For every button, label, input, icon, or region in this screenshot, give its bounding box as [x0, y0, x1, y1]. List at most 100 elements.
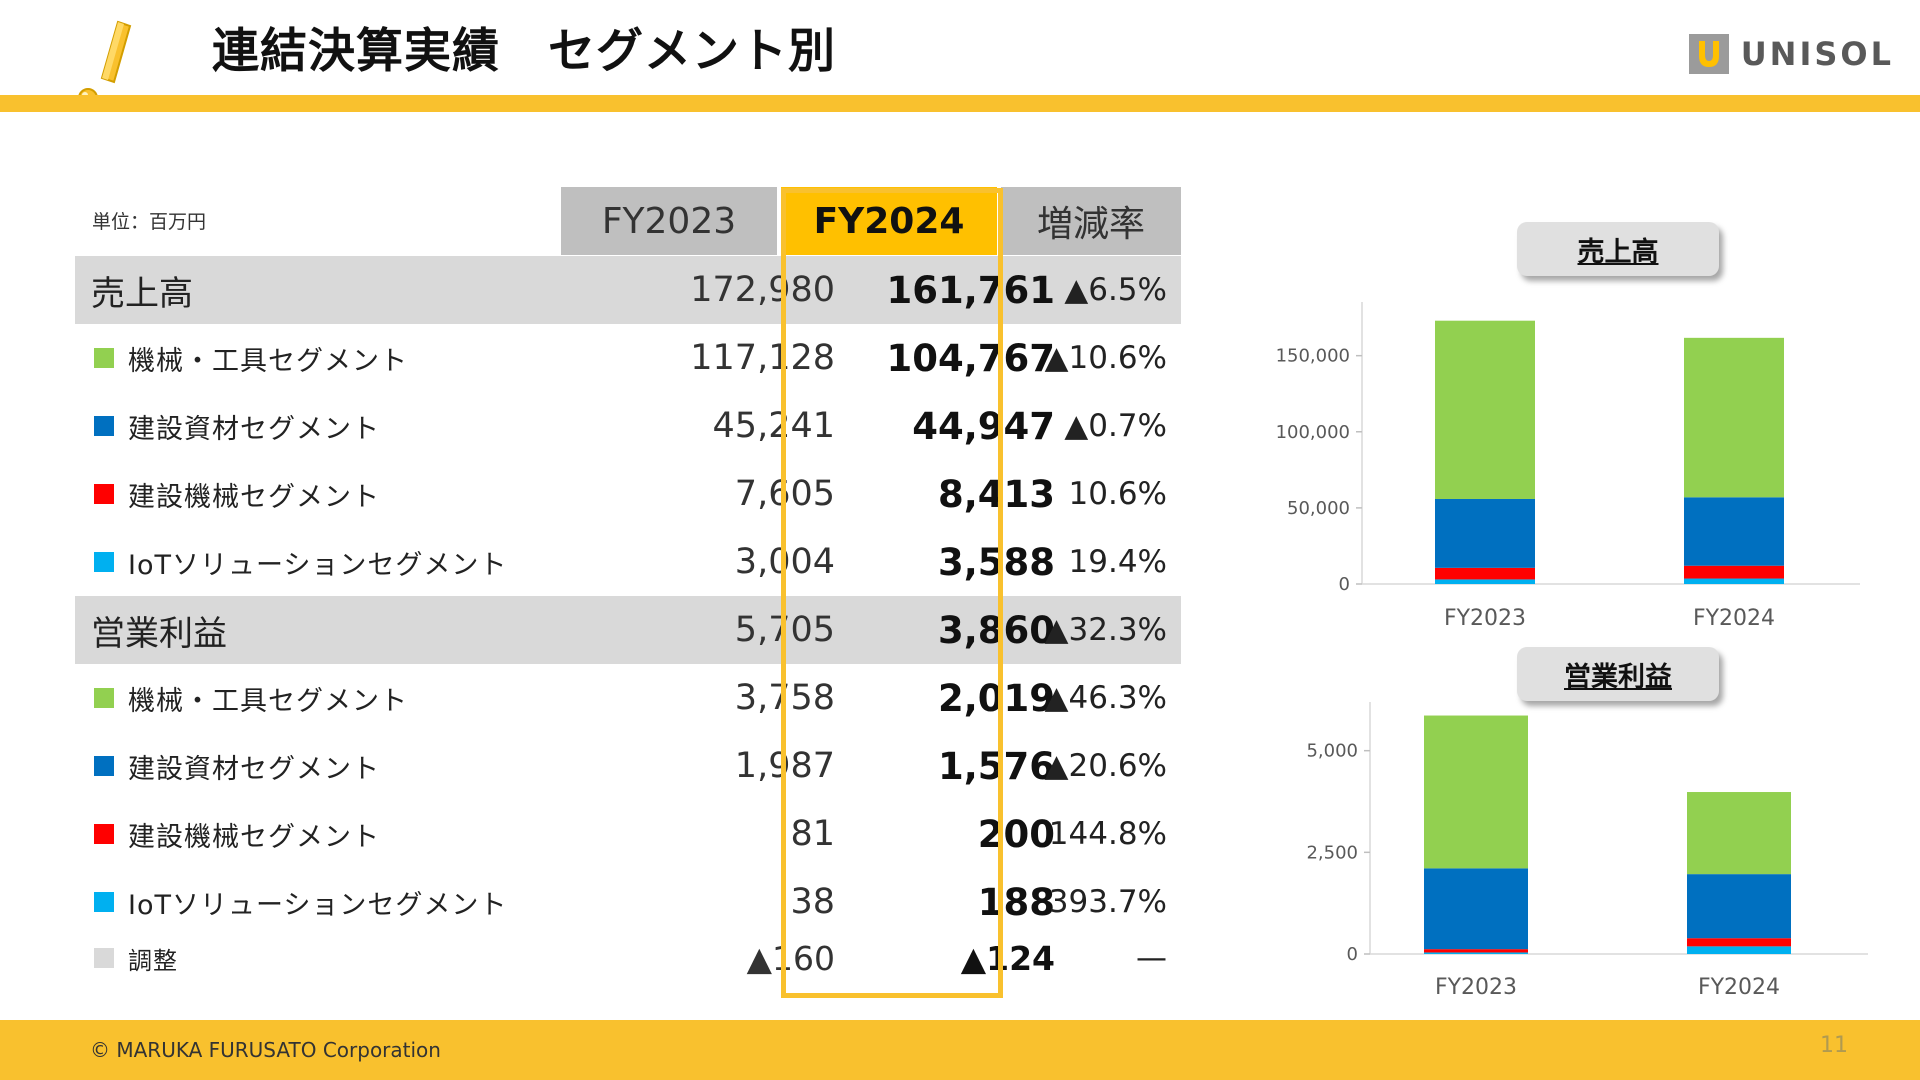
row-band-operating-profit — [75, 596, 1181, 664]
value-change-rate: ▲46.3% — [1044, 680, 1167, 716]
table-row: 機械・工具セグメント 117,128 104,767 ▲10.6% — [75, 324, 1181, 392]
bar-segment — [1424, 949, 1528, 953]
sales-stacked-bar-chart: 0 50,000 100,000 150,000 FY2023 FY2024 — [1276, 302, 1860, 631]
legend-swatch-green-icon — [94, 688, 114, 708]
bar-segment — [1435, 498, 1535, 568]
value-change-rate: ▲20.6% — [1044, 748, 1167, 784]
chart-title-operating-profit: 営業利益 — [1517, 647, 1719, 701]
bar-segment — [1424, 715, 1528, 869]
value-fy2024: 200 — [977, 812, 1055, 856]
y-tick-label: 0 — [1347, 944, 1358, 965]
value-change-rate: — — [1136, 940, 1167, 976]
row-label: IoTソリューションセグメント — [128, 549, 508, 581]
value-change-rate: 393.7% — [1048, 884, 1167, 920]
x-category-label: FY2023 — [1444, 606, 1526, 631]
row-label: 建設機械セグメント — [128, 481, 380, 513]
table-row: 建設資材セグメント 45,241 44,947 ▲0.7% — [75, 392, 1181, 460]
chart-title-sales: 売上高 — [1517, 222, 1719, 276]
row-label: 売上高 — [91, 273, 193, 314]
value-fy2024: 2,019 — [937, 676, 1055, 720]
value-fy2024: 188 — [977, 880, 1055, 924]
x-category-label: FY2024 — [1693, 606, 1775, 631]
unit-label: 単位：百万円 — [92, 211, 207, 233]
bar-segment — [1435, 579, 1535, 584]
legend-swatch-cyan-icon — [94, 892, 114, 912]
value-fy2023: 172,980 — [690, 270, 835, 310]
fy2024-highlight-frame — [781, 188, 1003, 998]
header-accent-bar — [0, 95, 1920, 112]
value-fy2023: 81 — [790, 814, 835, 854]
bar-segment — [1684, 497, 1784, 566]
y-tick-label: 150,000 — [1276, 346, 1350, 367]
row-band-sales — [75, 256, 1181, 324]
row-label: 機械・工具セグメント — [128, 345, 408, 377]
row-label: 営業利益 — [91, 613, 227, 654]
row-label: 建設資材セグメント — [128, 753, 380, 785]
x-category-label: FY2024 — [1698, 975, 1780, 1000]
table-row: 建設資材セグメント 1,987 1,576 ▲20.6% — [75, 732, 1181, 800]
value-fy2023: 38 — [790, 882, 835, 922]
table-row: IoTソリューションセグメント 3,004 3,588 19.4% — [75, 528, 1181, 596]
value-change-rate: ▲0.7% — [1064, 408, 1167, 444]
value-change-rate: 10.6% — [1068, 476, 1167, 512]
x-category-label: FY2023 — [1435, 975, 1517, 1000]
y-tick-label: 50,000 — [1287, 498, 1350, 519]
value-fy2023: ▲160 — [746, 938, 835, 978]
table-row: IoTソリューションセグメント 38 188 393.7% — [75, 868, 1181, 936]
footer-bar — [0, 1020, 1920, 1080]
value-fy2023: 45,241 — [712, 406, 835, 446]
value-change-rate: 19.4% — [1068, 544, 1167, 580]
table-row: 建設機械セグメント 7,605 8,413 10.6% — [75, 460, 1181, 528]
legend-swatch-red-icon — [94, 824, 114, 844]
bar-segment — [1687, 946, 1791, 954]
page-number: 11 — [1820, 1033, 1848, 1058]
bar-segment — [1684, 565, 1784, 579]
value-fy2024: 8,413 — [937, 472, 1055, 516]
table-row-operating-profit: 営業利益 5,705 3,860 ▲32.3% — [75, 596, 1181, 664]
legend-swatch-blue-icon — [94, 416, 114, 436]
legend-swatch-green-icon — [94, 348, 114, 368]
operating-profit-stacked-bar-chart: 0 2,500 5,000 FY2023 FY2024 — [1306, 702, 1868, 1000]
y-tick-label: 5,000 — [1306, 741, 1358, 762]
column-header-fy2024: FY2024 — [781, 187, 997, 255]
row-label: 調整 — [128, 946, 178, 975]
legend-swatch-cyan-icon — [94, 552, 114, 572]
bar-segment — [1684, 578, 1784, 584]
bar-segment — [1424, 952, 1528, 954]
bar-segment — [1684, 337, 1784, 498]
y-tick-label: 0 — [1339, 574, 1350, 595]
bar-segment — [1687, 792, 1791, 875]
value-change-rate: ▲32.3% — [1044, 612, 1167, 648]
value-change-rate: ▲6.5% — [1064, 272, 1167, 308]
table-row: 建設機械セグメント 81 200 144.8% — [75, 800, 1181, 868]
row-label: 建設機械セグメント — [128, 821, 380, 853]
row-label: IoTソリューションセグメント — [128, 889, 508, 921]
brand-name: UNISOL — [1740, 35, 1894, 73]
value-change-rate: 144.8% — [1048, 816, 1167, 852]
legend-swatch-gray-icon — [94, 948, 114, 968]
value-fy2023: 117,128 — [690, 338, 835, 378]
column-header-change-rate: 増減率 — [1001, 187, 1181, 255]
value-fy2024: 161,761 — [886, 268, 1055, 312]
bar-segment — [1687, 874, 1791, 939]
value-fy2024: 3,588 — [937, 540, 1055, 584]
bar-segment — [1435, 320, 1535, 499]
y-tick-label: 2,500 — [1306, 842, 1358, 863]
table-row: 機械・工具セグメント 3,758 2,019 ▲46.3% — [75, 664, 1181, 732]
row-label: 建設資材セグメント — [128, 413, 380, 445]
page-title: 連結決算実績 セグメント別 — [212, 24, 836, 79]
table-row-sales: 売上高 172,980 161,761 ▲6.5% — [75, 256, 1181, 324]
value-fy2024: 44,947 — [912, 404, 1055, 448]
copyright-text: © MARUKA FURUSATO Corporation — [90, 1038, 441, 1062]
unisol-badge-icon — [1688, 34, 1729, 74]
bar-segment — [1424, 868, 1528, 950]
row-label: 機械・工具セグメント — [128, 685, 408, 717]
column-header-fy2023: FY2023 — [561, 187, 777, 255]
y-tick-label: 100,000 — [1276, 422, 1350, 443]
value-fy2024: 104,767 — [886, 336, 1055, 380]
bar-segment — [1687, 938, 1791, 947]
legend-swatch-blue-icon — [94, 756, 114, 776]
value-fy2024: 3,860 — [937, 608, 1055, 652]
value-fy2024: 1,576 — [937, 744, 1055, 788]
table-row-adjustment: 調整 ▲160 ▲124 — — [75, 928, 1181, 988]
